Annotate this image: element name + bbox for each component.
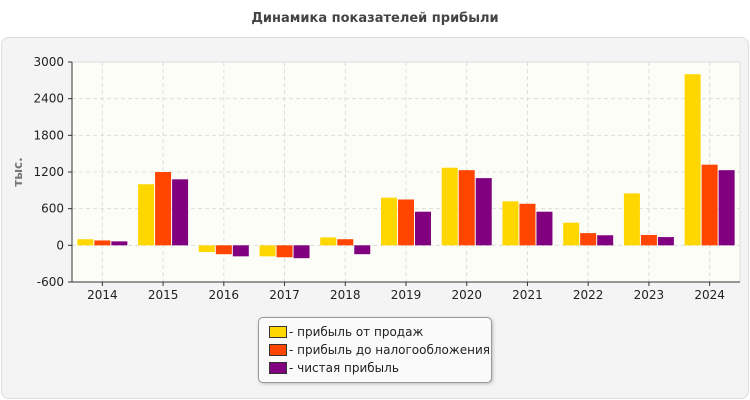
bar [458,170,475,246]
bar [657,237,674,246]
bar [718,170,735,246]
bar [138,184,155,246]
x-tick-label: 2023 [634,288,665,302]
legend-item: - чистая прибыль [269,361,399,375]
x-tick-label: 2016 [209,288,240,302]
x-tick-label: 2017 [269,288,300,302]
bar [198,245,215,253]
bar [475,178,492,246]
x-tick-label: 2024 [694,288,725,302]
bar [701,164,718,246]
bar [232,245,249,257]
bar [354,245,371,255]
bar [415,211,431,246]
bar [111,241,128,246]
bar [155,172,172,246]
legend-item: - прибыль до налогообложения [269,343,490,357]
bar [623,193,640,246]
bar [77,239,94,246]
bar [381,197,397,246]
bar [640,234,657,246]
x-tick-label: 2014 [87,288,118,302]
bar [293,245,310,259]
bar [502,201,519,246]
y-tick-label: 2400 [33,92,64,106]
legend-label: - чистая прибыль [289,361,399,375]
x-tick-label: 2021 [512,288,543,302]
x-tick-label: 2022 [573,288,604,302]
bar [215,245,232,255]
y-tick-label: 3000 [33,55,64,69]
bar [337,239,354,246]
y-tick-label: 600 [41,202,64,216]
x-tick-label: 2015 [148,288,179,302]
bar [276,245,293,258]
bar [536,211,553,246]
y-tick-label: 1800 [33,128,64,142]
bar [398,199,414,246]
legend: - прибыль от продаж - прибыль до налогоо… [258,317,492,383]
bar [597,235,614,246]
bar [580,233,597,246]
bar [320,237,337,246]
y-tick-label: 0 [56,238,64,252]
bar [563,222,580,246]
x-tick-label: 2018 [330,288,361,302]
y-tick-label: -600 [37,275,64,289]
legend-item: - прибыль от продаж [269,325,423,339]
legend-swatch [269,362,287,374]
y-axis-label: тыс. [11,157,25,186]
bar [172,179,189,246]
legend-label: - прибыль от продаж [289,325,424,339]
legend-label: - прибыль до налогообложения [289,343,490,357]
y-tick-label: 1200 [33,165,64,179]
bar [259,245,276,257]
x-tick-label: 2019 [391,288,422,302]
bar [519,203,536,246]
bar [441,167,458,246]
chart-title: Динамика показателей прибыли [251,11,499,26]
x-tick-label: 2020 [451,288,482,302]
legend-swatch [269,326,287,338]
bar [684,74,701,246]
bar [94,240,111,246]
legend-swatch [269,344,287,356]
